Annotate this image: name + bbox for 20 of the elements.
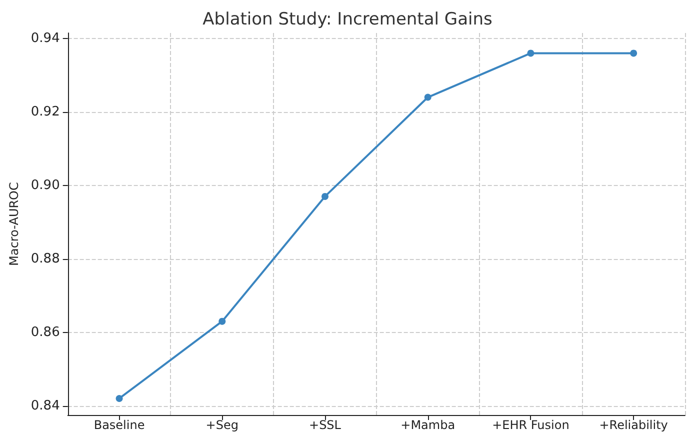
y-axis-title: Macro-AUROC bbox=[7, 182, 21, 266]
point bbox=[218, 318, 226, 325]
y-tick-label: 0.84 bbox=[30, 398, 60, 414]
y-tick-label: 0.88 bbox=[30, 251, 60, 266]
y-tick-label: 0.94 bbox=[30, 31, 60, 46]
x-tick-label: +Reliability bbox=[599, 418, 668, 432]
point bbox=[424, 94, 432, 101]
x-tick-label: +Seg bbox=[206, 418, 238, 432]
x-tick-label: Baseline bbox=[94, 418, 145, 432]
point bbox=[322, 192, 328, 200]
x-tick-label: +Mamba bbox=[400, 418, 456, 432]
chart-title: Ablation Study: Incremental Gains bbox=[202, 10, 492, 30]
y-tick-label: 0.86 bbox=[30, 324, 60, 340]
y-tick-label: 0.90 bbox=[30, 178, 60, 193]
point bbox=[630, 50, 638, 57]
y-tick-label: 0.92 bbox=[30, 104, 60, 120]
point bbox=[527, 50, 534, 57]
x-tick-label: +EHR Fusion bbox=[492, 418, 570, 432]
point bbox=[116, 394, 123, 402]
x-tick-label: +SSL bbox=[309, 418, 342, 432]
